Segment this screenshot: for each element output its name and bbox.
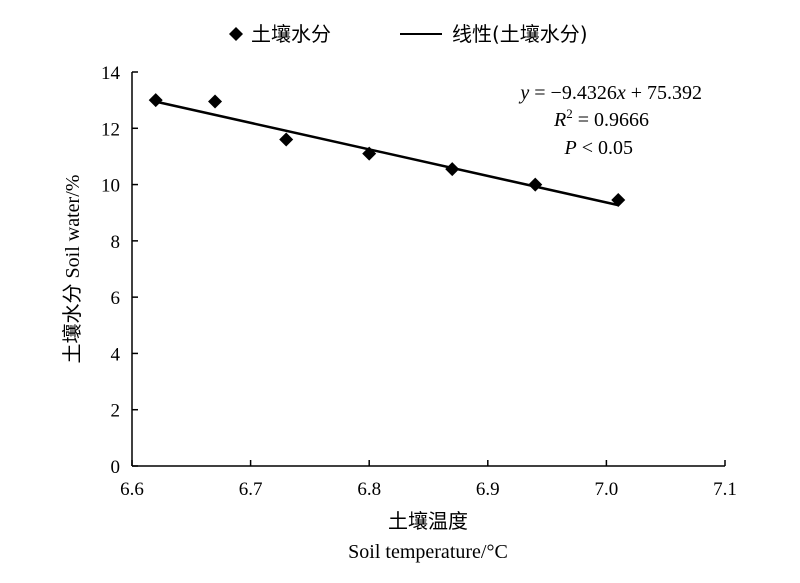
y-axis-title: 土壤水分 Soil water/% — [61, 175, 84, 364]
x-axis-title-en: Soil temperature/°C — [348, 541, 508, 563]
x-tick-label: 6.7 — [239, 479, 263, 500]
data-point — [362, 146, 377, 161]
data-point — [528, 177, 543, 192]
y-tick-label: 2 — [111, 401, 121, 422]
regression-equation: y = −9.4326x + 75.392 — [518, 82, 702, 104]
legend-diamond-marker — [229, 27, 243, 41]
data-point — [445, 162, 460, 177]
y-tick-label: 6 — [111, 288, 121, 309]
y-ticks: 0 2 4 6 8 10 12 14 — [101, 63, 138, 478]
legend: 土壤水分 线性(土壤水分) — [229, 22, 588, 46]
data-points — [148, 93, 626, 208]
trendline — [155, 100, 619, 207]
data-point — [208, 94, 223, 109]
y-tick-label: 0 — [111, 457, 121, 478]
r-squared: R2 = 0.9666 — [553, 106, 649, 131]
x-tick-label: 6.9 — [476, 479, 500, 500]
x-tick-label: 7.1 — [713, 479, 737, 500]
legend-series-label: 土壤水分 — [251, 22, 331, 46]
data-point — [279, 132, 294, 147]
data-point — [148, 93, 163, 108]
x-tick-label: 7.0 — [595, 479, 619, 500]
y-tick-label: 10 — [101, 176, 120, 197]
y-tick-label: 8 — [111, 232, 121, 253]
x-tick-label: 6.6 — [120, 479, 144, 500]
y-tick-label: 14 — [101, 63, 121, 84]
x-axis-title-cn: 土壤温度 — [388, 509, 468, 533]
x-tick-label: 6.8 — [357, 479, 381, 500]
p-value: P < 0.05 — [564, 137, 634, 159]
data-point — [611, 193, 626, 208]
x-ticks: 6.6 6.7 6.8 6.9 7.0 7.1 — [120, 460, 737, 500]
regression-annotation: y = −9.4326x + 75.392 R2 = 0.9666 P < 0.… — [518, 82, 702, 159]
y-tick-label: 12 — [101, 119, 120, 140]
legend-trendline-label: 线性(土壤水分) — [452, 22, 588, 46]
axes — [131, 72, 725, 467]
y-tick-label: 4 — [111, 344, 121, 365]
